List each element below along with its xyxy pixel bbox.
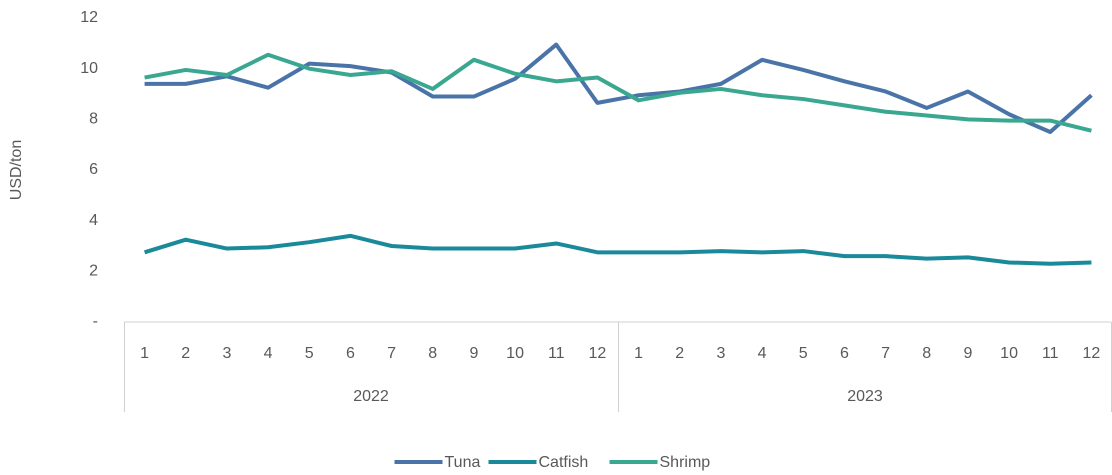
x-tick-label: 10 (1000, 345, 1018, 362)
x-tick-label: 4 (758, 345, 767, 362)
legend-label: Catfish (539, 454, 589, 471)
x-tick-label: 5 (305, 345, 314, 362)
y-axis-label: USD/ton (8, 140, 25, 200)
x-tick-label: 9 (963, 345, 972, 362)
x-tick-label: 11 (1042, 345, 1059, 362)
x-tick-label: 10 (506, 345, 524, 362)
x-tick-label: 6 (840, 345, 849, 362)
y-tick-label: 12 (80, 9, 98, 26)
x-tick-label: 9 (469, 345, 478, 362)
x-tick-label: 12 (1083, 345, 1101, 362)
x-tick-label: 7 (387, 345, 396, 362)
series-line (143, 233, 1092, 266)
x-tick-label: 8 (428, 345, 437, 362)
x-tick-label: 1 (140, 345, 149, 362)
y-tick-label: 6 (89, 161, 98, 178)
x-tick-label: 8 (922, 345, 931, 362)
legend-label: Tuna (445, 454, 481, 471)
x-tick-label: 11 (548, 345, 565, 362)
x-tick-label: 3 (716, 345, 725, 362)
group-label: 2022 (353, 388, 389, 405)
x-tick-label: 6 (346, 345, 355, 362)
x-tick-label: 3 (222, 345, 231, 362)
y-tick-label: 4 (89, 212, 98, 229)
legend-label: Shrimp (660, 454, 711, 471)
x-tick-label: 5 (799, 345, 808, 362)
x-tick-label: 1 (634, 345, 643, 362)
y-tick-label: 10 (80, 60, 98, 77)
x-tick-label: 7 (881, 345, 890, 362)
series-line (144, 52, 1092, 133)
group-label: 2023 (847, 388, 883, 405)
x-tick-label: 12 (589, 345, 607, 362)
y-tick-label: - (93, 313, 98, 330)
x-tick-label: 2 (675, 345, 684, 362)
x-tick-label: 4 (264, 345, 273, 362)
y-tick-label: 8 (89, 111, 98, 128)
x-tick-label: 2 (181, 345, 190, 362)
y-tick-label: 2 (89, 263, 98, 280)
